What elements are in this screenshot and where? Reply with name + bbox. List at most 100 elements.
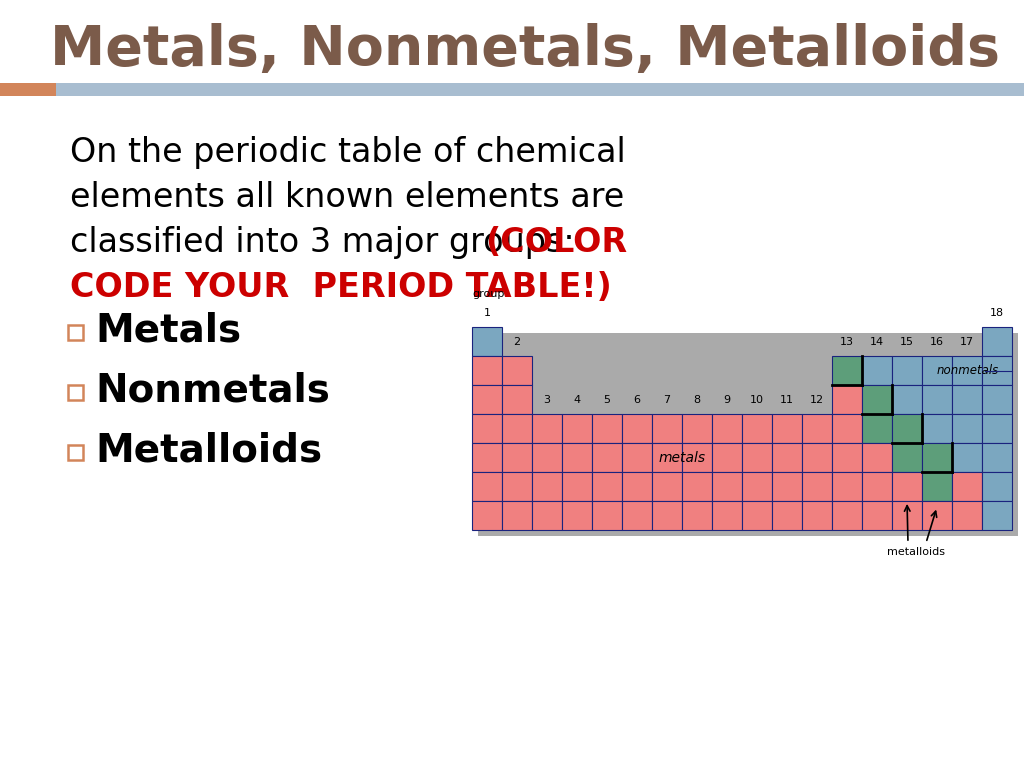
Bar (892, 356, 922, 385)
Text: Nonmetals: Nonmetals (95, 372, 330, 410)
Bar (831, 385, 862, 414)
Bar (831, 501, 862, 530)
Bar (652, 472, 682, 501)
Text: On the periodic table of chemical: On the periodic table of chemical (70, 136, 626, 169)
Text: 3: 3 (544, 395, 551, 405)
Bar (862, 501, 892, 530)
Bar (562, 501, 592, 530)
Bar (952, 501, 982, 530)
Bar (712, 501, 742, 530)
Text: 6: 6 (634, 395, 640, 405)
Bar (712, 443, 742, 472)
Bar (562, 414, 592, 443)
Bar (622, 472, 652, 501)
Bar (472, 385, 502, 414)
Bar (592, 472, 622, 501)
Bar (472, 356, 502, 385)
Bar (0, 83, 56, 96)
Bar (802, 414, 831, 443)
Text: CODE YOUR  PERIOD TABLE!): CODE YOUR PERIOD TABLE!) (70, 271, 611, 304)
Bar (922, 443, 952, 472)
Text: 8: 8 (693, 395, 700, 405)
Bar (922, 472, 952, 501)
Bar (922, 385, 952, 414)
Text: Metals: Metals (95, 312, 241, 350)
Text: 16: 16 (930, 337, 944, 347)
Text: metals: metals (658, 451, 706, 465)
Bar (952, 472, 982, 501)
Text: metalloids: metalloids (887, 547, 945, 557)
Bar (592, 501, 622, 530)
Bar (652, 501, 682, 530)
Text: elements all known elements are: elements all known elements are (70, 181, 625, 214)
Bar (952, 414, 982, 443)
Text: 12: 12 (810, 395, 824, 405)
Text: nonmetals: nonmetals (937, 364, 999, 377)
Bar (712, 472, 742, 501)
Bar (472, 443, 502, 472)
Bar (56, 83, 1024, 96)
Bar (802, 501, 831, 530)
Bar (922, 501, 952, 530)
Bar (472, 472, 502, 501)
Bar (952, 385, 982, 414)
Bar (622, 501, 652, 530)
Bar (742, 443, 772, 472)
Bar (772, 443, 802, 472)
Text: 2: 2 (513, 337, 520, 347)
Bar (982, 327, 1012, 356)
Bar (532, 414, 562, 443)
Bar (982, 472, 1012, 501)
Bar (562, 472, 592, 501)
Bar (831, 414, 862, 443)
Text: 5: 5 (603, 395, 610, 405)
Bar (622, 414, 652, 443)
Bar (562, 443, 592, 472)
Bar (712, 414, 742, 443)
Bar (502, 385, 532, 414)
Text: group: group (472, 289, 505, 299)
Bar (502, 472, 532, 501)
Bar (982, 501, 1012, 530)
Bar (862, 356, 892, 385)
Bar (742, 501, 772, 530)
Text: 15: 15 (900, 337, 914, 347)
Bar (682, 501, 712, 530)
Bar (622, 443, 652, 472)
Bar (478, 333, 1018, 536)
Bar (802, 472, 831, 501)
Text: 14: 14 (870, 337, 884, 347)
Bar (862, 385, 892, 414)
Bar (68, 445, 83, 460)
Bar (742, 414, 772, 443)
Bar (892, 472, 922, 501)
Bar (68, 325, 83, 340)
Bar (982, 443, 1012, 472)
Text: 9: 9 (723, 395, 730, 405)
Bar (831, 356, 862, 385)
Bar (532, 501, 562, 530)
Text: 13: 13 (840, 337, 854, 347)
Bar (652, 414, 682, 443)
Text: 11: 11 (780, 395, 794, 405)
Bar (472, 414, 502, 443)
Bar (862, 443, 892, 472)
Text: 10: 10 (750, 395, 764, 405)
Bar (592, 443, 622, 472)
Bar (802, 443, 831, 472)
Bar (682, 472, 712, 501)
Text: (COLOR: (COLOR (484, 226, 627, 259)
Bar (472, 327, 502, 356)
Bar (922, 356, 952, 385)
Bar (892, 414, 922, 443)
Text: 18: 18 (990, 308, 1005, 318)
Text: 4: 4 (573, 395, 581, 405)
Bar (532, 443, 562, 472)
Bar (862, 414, 892, 443)
Bar (922, 414, 952, 443)
Bar (982, 385, 1012, 414)
Bar (892, 443, 922, 472)
Bar (472, 501, 502, 530)
Text: Metals, Nonmetals, Metalloids: Metals, Nonmetals, Metalloids (50, 23, 1000, 77)
Bar (831, 472, 862, 501)
